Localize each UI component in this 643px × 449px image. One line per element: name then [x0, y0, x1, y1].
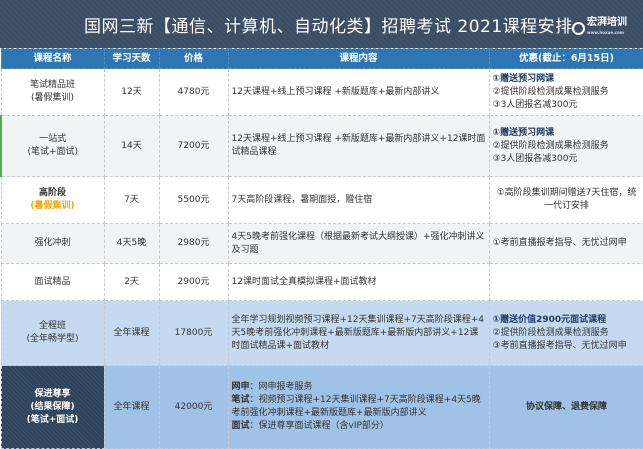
table-row: 笔试精品班 (暑假集训) 12天 4780元 12天课程+线上预习课程 +新版题库… — [0, 68, 643, 116]
logo-icon — [572, 21, 585, 35]
brand-logo: 宏湃培训 www.hoxue.com — [572, 18, 627, 38]
table-row: 全程班 (全年畅学型) 全年课程 17800元 全年学习规划视频预习课程+12天集… — [0, 300, 643, 366]
course-name: 高阶段 (暑假集训) — [0, 176, 105, 224]
course-days: 12天 — [103, 68, 160, 116]
course-price: 7200元 — [158, 115, 229, 177]
course-content: 4天5晚考前强化课程（根据最新考试大纲授课）+强化冲刺讲义及习题 — [227, 223, 490, 264]
table-row: 保进尊享 (结果保障) (笔试+面试) 全年课程 42000元 网申：网申报考服务 … — [0, 365, 643, 449]
course-promo: ①赠送预习网课 ②提供阶段检测成果检测服务 ③3人团报各减300元 — [488, 115, 643, 177]
course-name: 保进尊享 (结果保障) (笔试+面试) — [0, 365, 105, 449]
course-content: 7天高阶段课程，暑期面授，赠住宿 — [227, 176, 490, 224]
header-price: 价格 — [158, 48, 229, 69]
course-name: 一站式 (笔试+面试) — [0, 115, 105, 177]
course-content: 网申：网申报考服务 笔试：视频预习课程+12天集训课程+7天高阶段课程+4天5晚… — [227, 365, 490, 449]
course-price: 17800元 — [158, 300, 229, 366]
course-promo: ①赠送预习网课 ②提供阶段检测成果检测服务 ③3人团报名减300元 — [488, 68, 643, 116]
header-promo: 优惠(截止：6月15日) — [488, 48, 643, 69]
course-price: 2900元 — [158, 263, 229, 301]
course-promo: ①高阶段集训期间赠送7天住宿，统一代订安排 — [488, 176, 643, 224]
table-row: 强化冲刺 4天5晚 2980元 4天5晚考前强化课程（根据最新考试大纲授课）+强… — [0, 223, 643, 264]
course-promo — [488, 263, 643, 301]
course-days: 14天 — [103, 115, 160, 177]
logo-text: 宏湃培训 www.hoxue.com — [587, 17, 627, 36]
course-price: 2980元 — [158, 223, 229, 264]
course-name: 全程班 (全年畅学型) — [0, 300, 105, 366]
course-promo: ①赠送价值2900元面试课程 ②提供阶段检测成果检测服务 ③考前直播报考指导、无忧过… — [488, 300, 643, 366]
header-content: 课程内容 — [227, 48, 490, 69]
course-name: 强化冲刺 — [0, 223, 105, 264]
table-row: 一站式 (笔试+面试) 14天 7200元 12天课程+线上预习课程 +新版题库+… — [0, 115, 643, 177]
course-name: 面试精品 — [0, 263, 105, 301]
course-price: 42000元 — [158, 365, 229, 449]
course-days: 2天 — [103, 263, 160, 301]
header-days: 学习天数 — [103, 48, 160, 69]
course-days: 全年课程 — [103, 300, 160, 366]
header-name: 课程名称 — [0, 48, 105, 69]
course-price: 4780元 — [158, 68, 229, 116]
course-name: 笔试精品班 (暑假集训) — [0, 68, 105, 116]
course-content: 12天课程+线上预习课程 +新版题库+最新内部讲义+12课时面试精品课程 — [227, 115, 490, 177]
course-promo: 协议保障、退费保障 — [488, 365, 643, 449]
table-row: 高阶段 (暑假集训) 7天 5500元 7天高阶段课程，暑期面授，赠住宿 ①高阶段… — [0, 176, 643, 224]
course-content: 全年学习规划视频预习课程+12天集训课程+7天高阶段课程+4天5晚考前强化冲刺课… — [227, 300, 490, 366]
course-price: 5500元 — [158, 176, 229, 224]
course-content: 12课时面试全真模拟课程+面试教材 — [227, 263, 490, 301]
course-content: 12天课程+线上预习课程 +新版题库+最新内部讲义 — [227, 68, 490, 116]
course-promo: ①考前直播报考指导、无忧过网申 — [488, 223, 643, 264]
table-row: 面试精品 2天 2900元 12课时面试全真模拟课程+面试教材 — [0, 263, 643, 301]
course-days: 4天5晚 — [103, 223, 160, 264]
course-table: 课程名称 学习天数 价格 课程内容 优惠(截止：6月15日) 笔试精品班 (暑假集… — [0, 48, 643, 449]
course-days: 7天 — [103, 176, 160, 224]
course-days: 全年课程 — [103, 365, 160, 449]
table-header: 课程名称 学习天数 价格 课程内容 优惠(截止：6月15日) — [0, 48, 643, 69]
title-banner: 国网三新【通信、计算机、自动化类】招聘考试 2021课程安排 宏湃培训 www.h… — [0, 0, 643, 48]
page-title: 国网三新【通信、计算机、自动化类】招聘考试 2021课程安排 — [84, 17, 573, 37]
